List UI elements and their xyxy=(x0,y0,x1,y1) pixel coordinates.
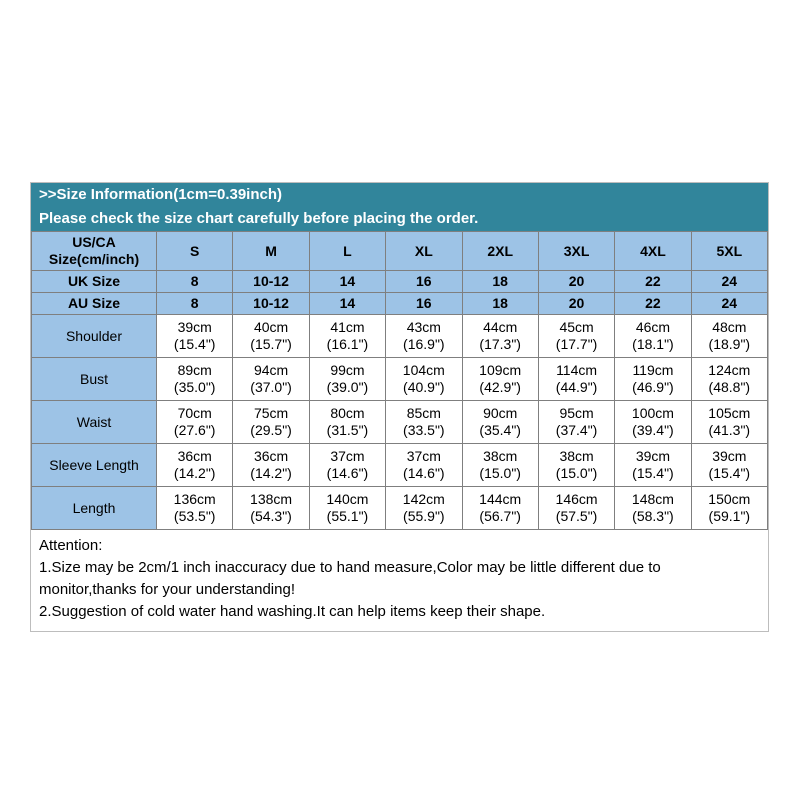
corner-header-cell: US/CA Size(cm/inch) xyxy=(31,231,157,271)
measurement-row: Bust 89cm (35.0") 94cm (37.0") 99cm (39.0") 104… xyxy=(31,357,769,401)
size-value-cell: 16 xyxy=(385,292,463,315)
size-value-cell: 14 xyxy=(308,292,387,315)
size-value-cell: 20 xyxy=(537,270,616,293)
measurement-value-cell: 100cm (39.4") xyxy=(614,400,692,444)
measurement-value-cell: 148cm (58.3") xyxy=(614,486,692,530)
measurement-value-cell: 95cm (37.4") xyxy=(537,400,616,444)
size-conversion-row: UK Size 8 10-12 14 16 18 20 22 24 xyxy=(31,270,769,293)
measurement-value-cell: 40cm (15.7") xyxy=(232,314,310,358)
measurement-value-cell: 70cm (27.6") xyxy=(155,400,234,444)
measurement-value-cell: 48cm (18.9") xyxy=(690,314,769,358)
attention-note-1: 1.Size may be 2cm/1 inch inaccuracy due … xyxy=(39,559,661,598)
measurement-value-cell: 142cm (55.9") xyxy=(385,486,463,530)
measurement-label: Waist xyxy=(31,400,157,444)
size-column-header: M xyxy=(232,231,310,271)
size-column-header: L xyxy=(308,231,387,271)
size-info-banner: >>Size Information(1cm=0.39inch) Please … xyxy=(31,183,768,231)
size-value-cell: 8 xyxy=(155,270,234,293)
measurement-row: Sleeve Length 36cm (14.2") 36cm (14.2") 37cm(… xyxy=(31,443,769,487)
measurement-value-cell: 99cm (39.0") xyxy=(308,357,387,401)
measurement-value-cell: 119cm (46.9") xyxy=(614,357,692,401)
measurement-value-cell: 43cm (16.9") xyxy=(385,314,463,358)
size-value-cell: 24 xyxy=(690,270,769,293)
banner-title: >>Size Information(1cm=0.39inch) xyxy=(39,186,282,203)
measurement-value-cell: 37cm (14.6") xyxy=(308,443,387,487)
measurement-value-cell: 124cm (48.8") xyxy=(690,357,769,401)
measurement-row: Waist 70cm (27.6") 75cm (29.5") 80cm (31.5") 85… xyxy=(31,400,769,444)
measurement-value-cell: 39cm (15.4") xyxy=(155,314,234,358)
measurement-value-cell: 38cm (15.0") xyxy=(461,443,539,487)
measurement-value-cell: 144cm (56.7") xyxy=(461,486,539,530)
measurement-value-cell: 85cm (33.5") xyxy=(385,400,463,444)
measurement-value-cell: 39cm (15.4") xyxy=(614,443,692,487)
table-header-row: US/CA Size(cm/inch) S M L XL 2XL 3XL 4XL 5XL xyxy=(31,231,769,271)
attention-title: Attention: xyxy=(39,537,103,554)
attention-note-2: 2.Suggestion of cold water hand washing.… xyxy=(39,603,546,620)
size-conversion-row: AU Size 8 10-12 14 16 18 20 22 24 xyxy=(31,292,769,315)
measurement-value-cell: 140cm (55.1") xyxy=(308,486,387,530)
attention-section: Attention: 1.Size may be 2cm/1 inch inac… xyxy=(31,530,768,631)
size-chart-sheet: >>Size Information(1cm=0.39inch) Please … xyxy=(30,182,769,632)
size-column-header: XL xyxy=(385,231,463,271)
measurement-value-cell: 80cm (31.5") xyxy=(308,400,387,444)
measurement-value-cell: 38cm (15.0") xyxy=(537,443,616,487)
size-row-label: UK Size xyxy=(31,270,157,293)
banner-subtitle: Please check the size chart carefully be… xyxy=(39,210,479,227)
measurement-value-cell: 136cm (53.5") xyxy=(155,486,234,530)
measurement-value-cell: 36cm (14.2") xyxy=(232,443,310,487)
size-table: US/CA Size(cm/inch) S M L XL 2XL 3XL 4XL 5XL UK Si… xyxy=(31,231,769,530)
size-row-label: AU Size xyxy=(31,292,157,315)
measurement-value-cell: 75cm (29.5") xyxy=(232,400,310,444)
measurement-value-cell: 114cm (44.9") xyxy=(537,357,616,401)
measurement-label: Length xyxy=(31,486,157,530)
measurement-value-cell: 138cm (54.3") xyxy=(232,486,310,530)
size-value-cell: 22 xyxy=(614,292,692,315)
size-column-header: 3XL xyxy=(537,231,616,271)
measurement-row: Length 136cm (53.5") 138cm (54.3") 140cm (55.1… xyxy=(31,486,769,530)
size-column-header: 4XL xyxy=(614,231,692,271)
measurement-value-cell: 109cm (42.9") xyxy=(461,357,539,401)
measurement-value-cell: 90cm (35.4") xyxy=(461,400,539,444)
measurement-value-cell: 89cm (35.0") xyxy=(155,357,234,401)
measurement-value-cell: 36cm (14.2") xyxy=(155,443,234,487)
size-column-header: 5XL xyxy=(690,231,769,271)
size-column-header: S xyxy=(155,231,234,271)
measurement-value-cell: 146cm (57.5") xyxy=(537,486,616,530)
size-column-header: 2XL xyxy=(461,231,539,271)
size-value-cell: 10-12 xyxy=(232,270,310,293)
size-value-cell: 24 xyxy=(690,292,769,315)
measurement-label: Bust xyxy=(31,357,157,401)
size-value-cell: 10-12 xyxy=(232,292,310,315)
size-value-cell: 16 xyxy=(385,270,463,293)
measurement-value-cell: 150cm (59.1") xyxy=(690,486,769,530)
measurement-value-cell: 94cm (37.0") xyxy=(232,357,310,401)
size-value-cell: 20 xyxy=(537,292,616,315)
measurement-value-cell: 39cm (15.4") xyxy=(690,443,769,487)
measurement-value-cell: 46cm (18.1") xyxy=(614,314,692,358)
measurement-value-cell: 45cm (17.7") xyxy=(537,314,616,358)
measurement-label: Shoulder xyxy=(31,314,157,358)
size-value-cell: 22 xyxy=(614,270,692,293)
size-value-cell: 18 xyxy=(461,292,539,315)
measurement-label: Sleeve Length xyxy=(31,443,157,487)
measurement-value-cell: 105cm (41.3") xyxy=(690,400,769,444)
measurement-value-cell: 104cm (40.9") xyxy=(385,357,463,401)
measurement-value-cell: 37cm (14.6") xyxy=(385,443,463,487)
measurement-value-cell: 44cm (17.3") xyxy=(461,314,539,358)
size-value-cell: 18 xyxy=(461,270,539,293)
measurement-value-cell: 41cm (16.1") xyxy=(308,314,387,358)
size-value-cell: 14 xyxy=(308,270,387,293)
size-value-cell: 8 xyxy=(155,292,234,315)
measurement-row: Shoulder 39cm (15.4") 40cm (15.7") 41cm (16.1"… xyxy=(31,314,769,358)
